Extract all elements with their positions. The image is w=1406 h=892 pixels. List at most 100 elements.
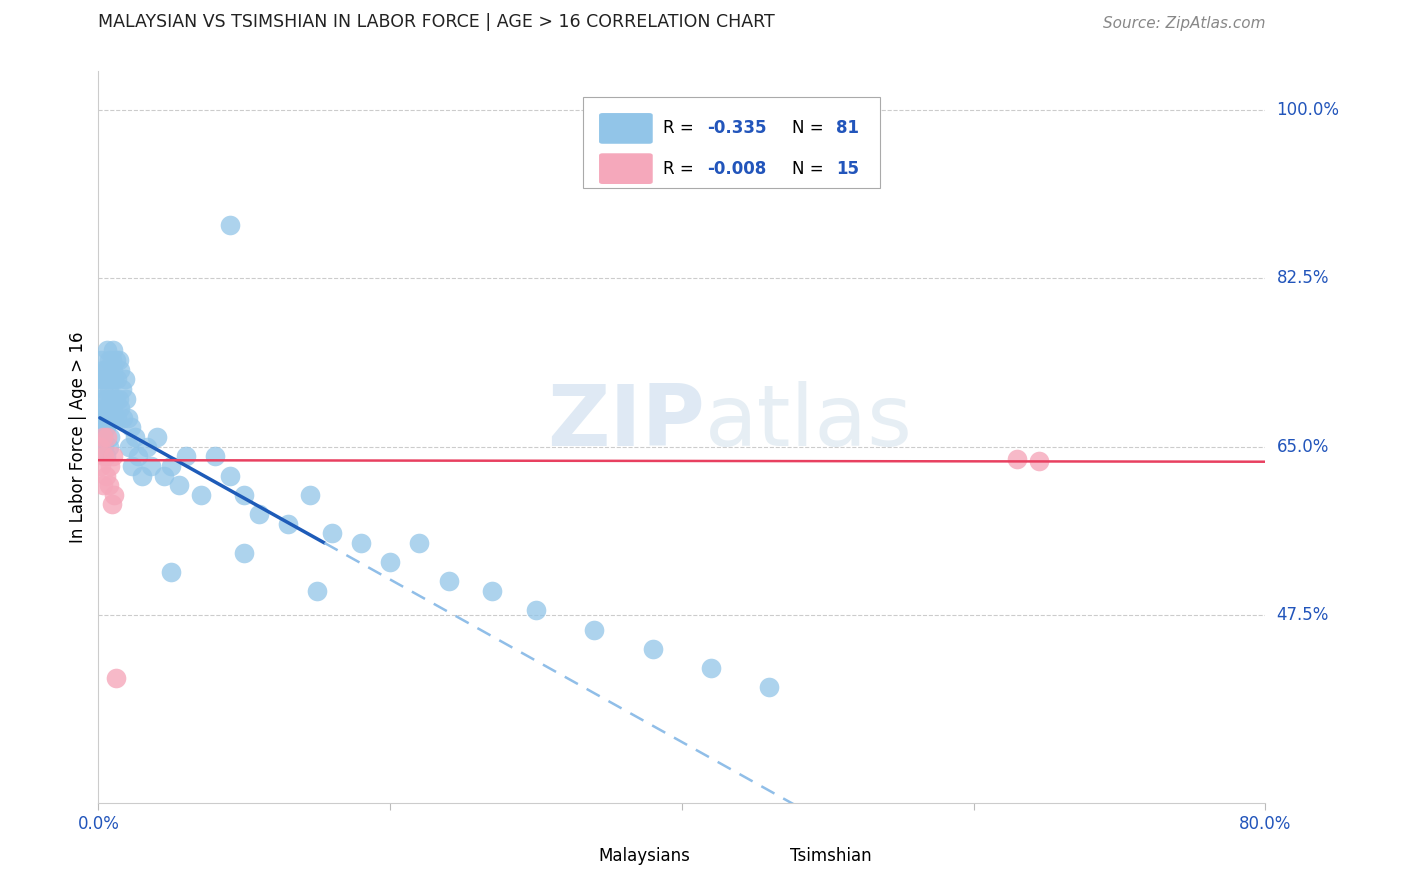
Point [97,410,120,425]
Point [94,420,117,434]
Point [321,526,343,541]
Point [97,382,120,396]
Point [101,362,124,376]
Point [93,450,115,464]
Point [98,401,121,416]
Text: 15: 15 [837,160,859,178]
Point [1028,454,1050,468]
Point [218,219,240,233]
Point [96,343,118,358]
Point [108,392,131,406]
Point [96,372,118,386]
Point [100,392,122,406]
Point [160,458,183,473]
Point [160,565,183,579]
Text: R =: R = [664,120,699,137]
Point [91,430,114,444]
Point [91,478,114,492]
Point [96,401,118,416]
Point [100,353,122,368]
Point [98,430,121,444]
Point [101,343,124,358]
Point [117,410,139,425]
Point [91,362,114,376]
Point [111,382,134,396]
Point [204,450,226,464]
Point [118,440,141,454]
Point [94,450,117,464]
FancyBboxPatch shape [538,843,589,870]
Point [115,392,138,406]
Point [247,507,270,521]
Point [146,430,169,444]
Point [481,584,503,599]
Point [98,458,121,473]
Point [104,671,127,685]
Point [135,440,157,454]
Point [380,555,402,569]
Point [94,468,117,483]
FancyBboxPatch shape [582,97,880,188]
Point [104,353,127,368]
Point [93,440,115,454]
Point [104,392,127,406]
Point [90,353,112,368]
Point [89,372,111,386]
Point [90,458,112,473]
Point [174,450,197,464]
Point [98,372,121,386]
Point [524,603,547,617]
Point [91,382,114,396]
Text: 81: 81 [837,120,859,137]
Point [105,410,128,425]
Point [90,392,112,406]
Point [233,488,256,502]
Point [190,488,212,502]
Point [100,498,122,512]
Point [114,372,136,386]
Point [1007,452,1029,467]
Text: R =: R = [664,160,699,178]
Point [121,458,143,473]
Point [97,440,120,454]
Text: atlas: atlas [706,381,914,464]
Point [103,410,125,425]
Text: -0.335: -0.335 [707,120,768,137]
Point [218,468,240,483]
Text: 47.5%: 47.5% [1277,607,1329,624]
Text: Tsimshian: Tsimshian [790,847,872,865]
Y-axis label: In Labor Force | Age > 16: In Labor Force | Age > 16 [69,331,87,543]
FancyBboxPatch shape [599,113,652,144]
Point [91,401,114,416]
FancyBboxPatch shape [599,153,652,184]
Point [90,420,112,434]
Point [167,478,190,492]
Point [139,458,162,473]
Point [93,410,115,425]
Point [94,392,117,406]
Point [96,430,118,444]
Text: Source: ZipAtlas.com: Source: ZipAtlas.com [1102,16,1265,31]
Point [758,681,780,695]
Point [91,430,114,444]
Point [583,623,606,637]
Text: N =: N = [792,120,828,137]
Point [298,488,321,502]
Point [97,353,120,368]
Text: 82.5%: 82.5% [1277,269,1329,287]
Point [120,420,142,434]
Point [641,641,664,656]
Point [112,410,135,425]
Point [277,516,299,531]
Point [94,362,117,376]
Point [233,545,256,559]
Point [101,450,124,464]
Point [97,478,120,492]
Point [105,372,128,386]
Point [103,488,125,502]
Text: N =: N = [792,160,828,178]
Point [131,468,153,483]
Text: -0.008: -0.008 [707,160,766,178]
Point [93,372,115,386]
Text: MALAYSIAN VS TSIMSHIAN IN LABOR FORCE | AGE > 16 CORRELATION CHART: MALAYSIAN VS TSIMSHIAN IN LABOR FORCE | … [98,13,775,31]
